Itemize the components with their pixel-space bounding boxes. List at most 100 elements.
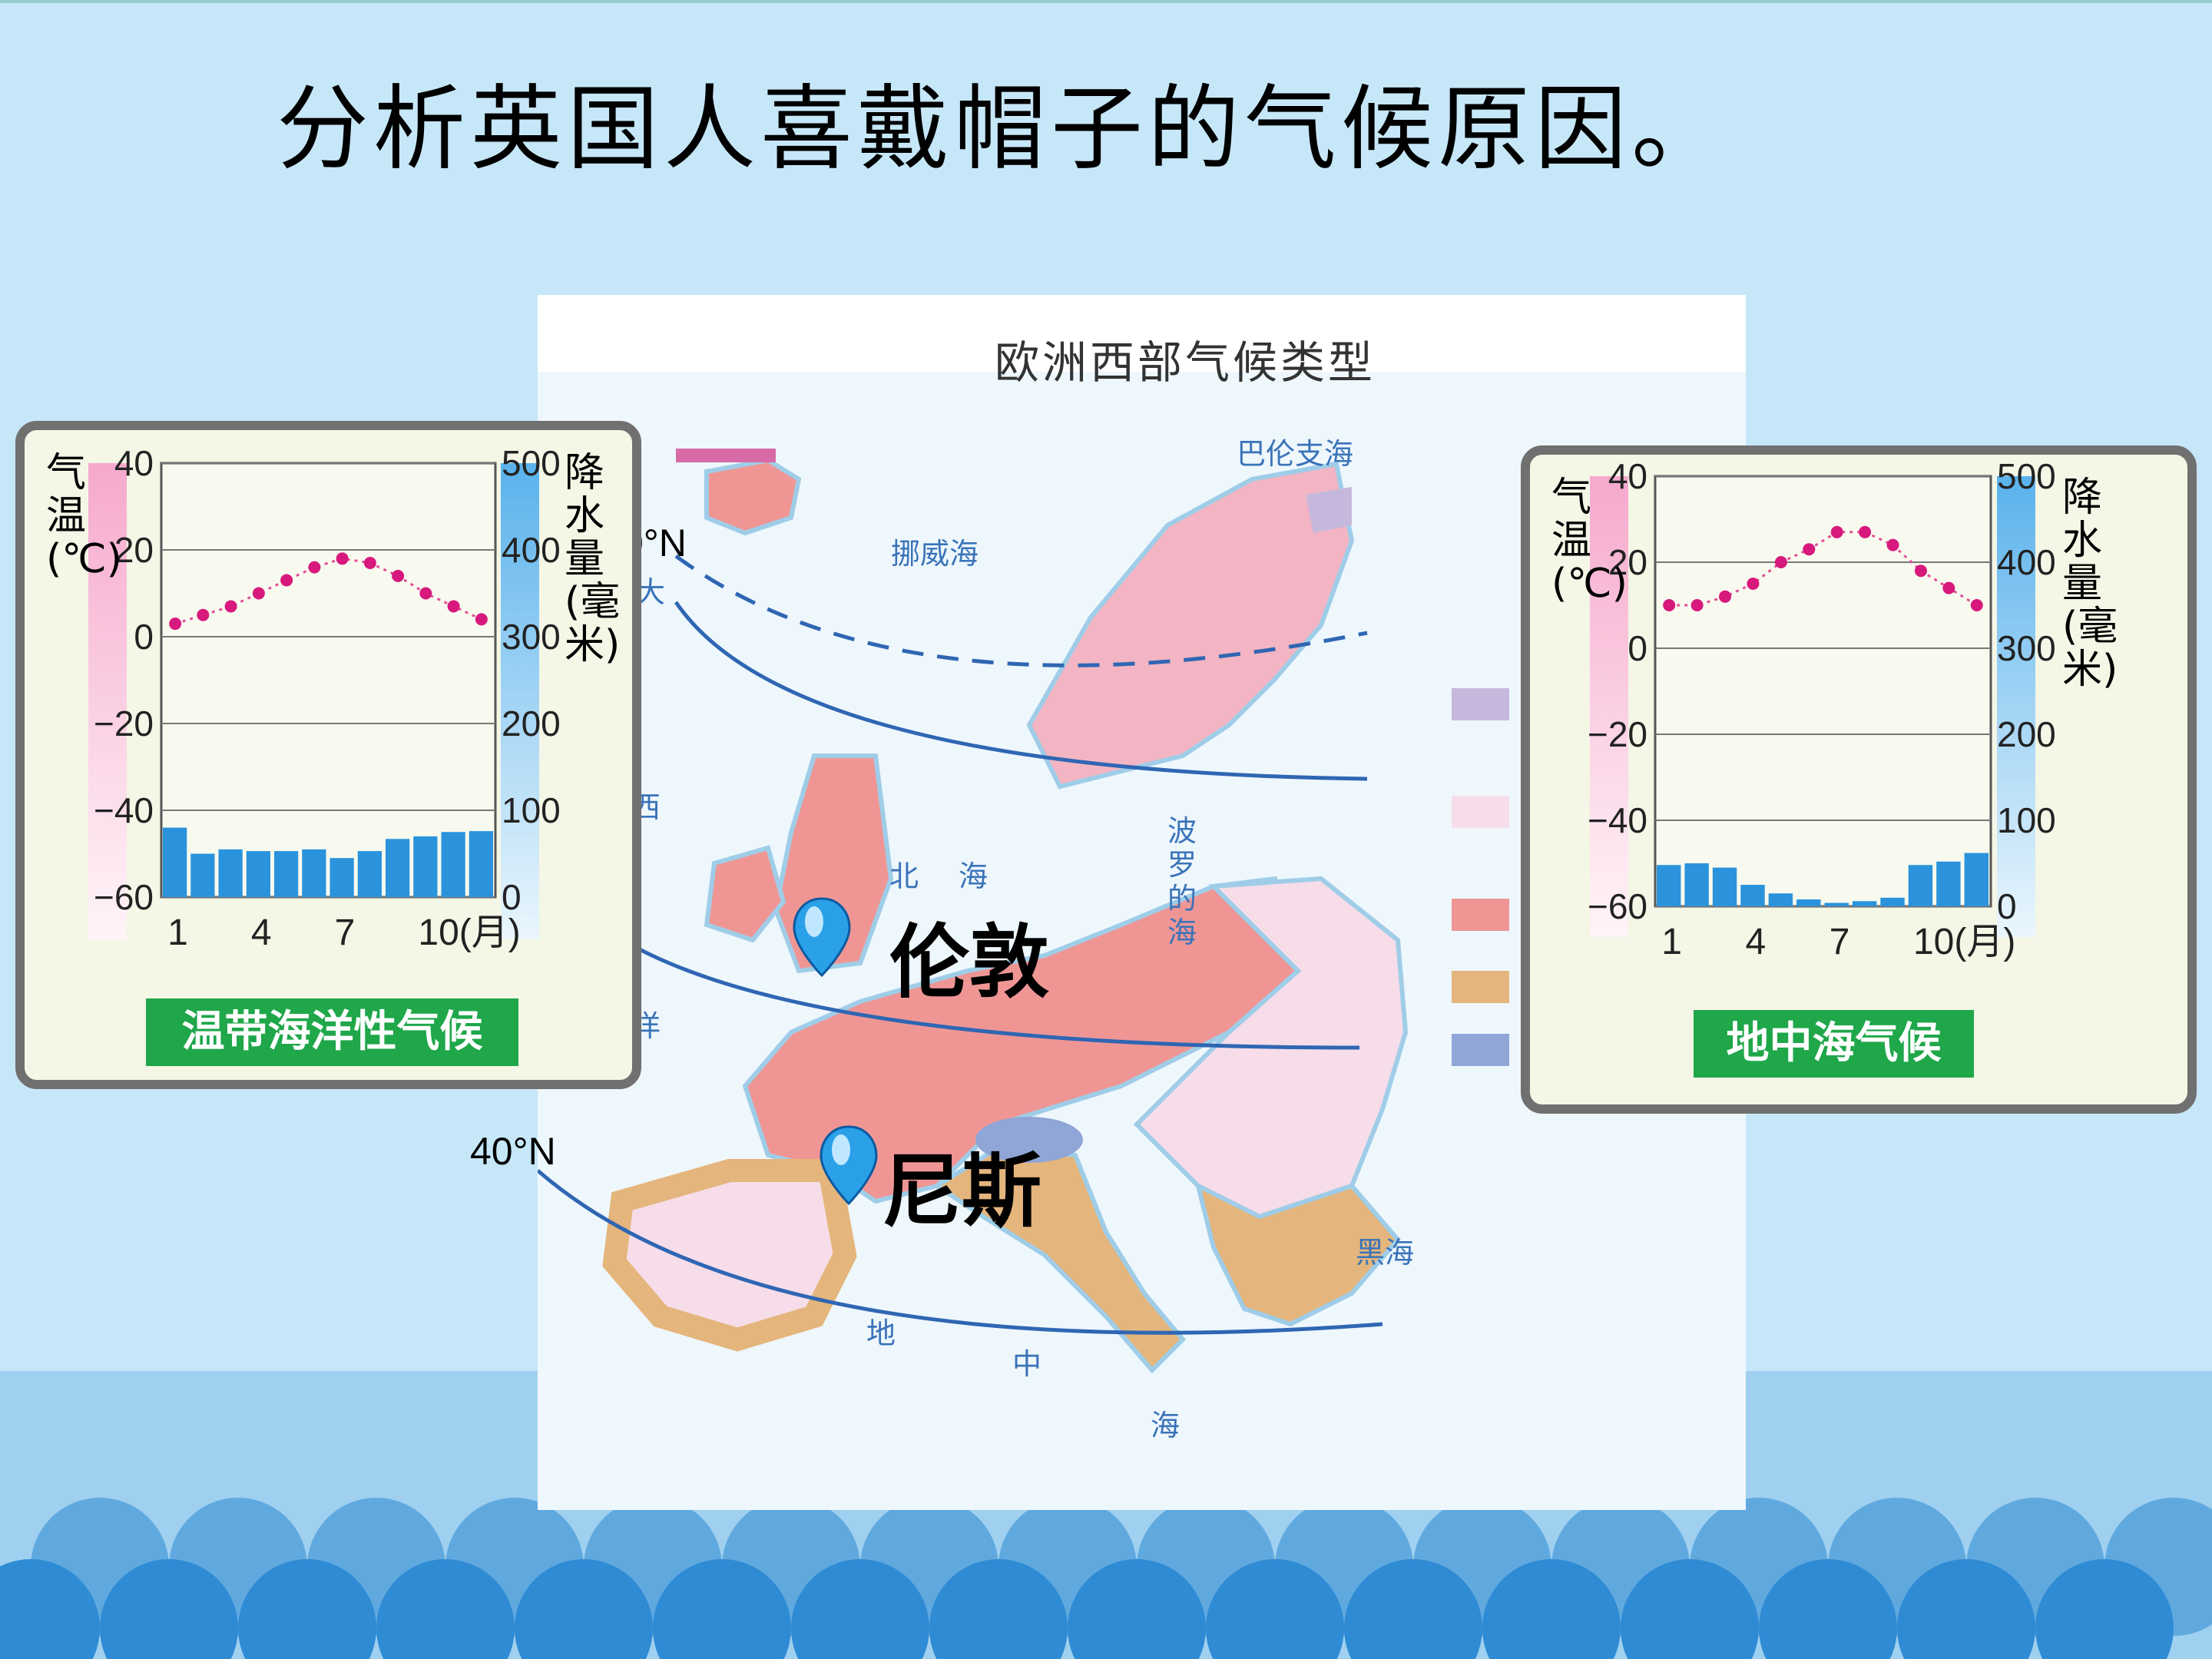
label-baltic-sea: 波罗的海 (1167, 814, 1197, 949)
temp-tick-label: 20 (1608, 542, 1647, 582)
lat-60-line (674, 601, 1368, 781)
slide-title: 分析英国人喜戴帽子的气候原因。 (276, 76, 1728, 183)
temp-tick-label: −60 (1588, 886, 1647, 926)
month-tick-label: 7 (335, 912, 356, 953)
wave-front-row (0, 1559, 2174, 1659)
left-climate-panel: 40 20 0 −20 −40 −60 500 400 300 200 100 0 1 4 7 10(月) 气… (15, 421, 641, 1089)
temperature-point (224, 600, 237, 613)
right-temp-axis-label: 气温(℃) (1551, 475, 1628, 607)
legend-swatch-3 (1452, 899, 1509, 931)
precip-bar (1712, 867, 1737, 906)
right-climate-badge: 地中海气候 (1694, 1010, 1974, 1078)
temperature-point (197, 608, 210, 621)
latitude-40-label: 40°N (470, 1130, 556, 1173)
city-label-nice: 尼斯 (882, 1144, 1042, 1238)
temp-tick-label: −40 (94, 790, 154, 830)
temperature-point (1859, 525, 1872, 538)
temperature-point (475, 613, 488, 626)
precip-tick-label: 500 (502, 443, 561, 483)
month-tick-label: 7 (1830, 922, 1850, 962)
precip-bar (329, 858, 354, 897)
precip-bar (413, 836, 438, 897)
iceland (704, 457, 802, 536)
alps-highland (975, 1117, 1083, 1163)
western-europe (742, 876, 1301, 1204)
precip-tick-label: 400 (1997, 542, 2056, 582)
month-tick-label: 10(月) (418, 912, 520, 953)
month-tick-label: 1 (1661, 922, 1682, 962)
precip-bar (469, 831, 493, 897)
precip-tick-label: 400 (502, 530, 561, 570)
temperature-point (169, 618, 182, 631)
precip-bar (1684, 863, 1709, 906)
balkans (1194, 1181, 1401, 1327)
temperature-point (1970, 599, 1983, 611)
temperature-point (1942, 581, 1955, 594)
arctic-circle-line (674, 554, 1368, 667)
precip-bar (357, 851, 382, 897)
precip-tick-label: 500 (1997, 456, 2056, 496)
london-pin-icon[interactable] (791, 897, 853, 978)
precip-bar (1796, 899, 1821, 906)
wave-decoration (0, 1498, 2212, 1659)
precip-tick-label: 300 (1997, 628, 2056, 668)
ireland (704, 845, 786, 943)
label-med-3: 海 (1151, 1409, 1181, 1442)
month-tick-label: 1 (167, 912, 188, 953)
plot-area (160, 462, 497, 899)
label-north-sea-1: 北 (889, 859, 919, 893)
temperature-point (308, 561, 321, 574)
month-tick-label: 4 (1745, 922, 1766, 962)
left-temp-axis-label: 气温(℃) (46, 450, 122, 582)
iberia (602, 1159, 857, 1352)
map-title: 欧洲西部气候类型 (995, 336, 1376, 389)
right-climate-panel: 40 20 0 −20 −40 −60 500 400 300 200 100 0 1 4 7 10(月) 气… (1521, 445, 2197, 1114)
precip-bar (441, 832, 465, 897)
temperature-point (392, 569, 405, 582)
precip-bar (1908, 865, 1933, 906)
temp-tick-label: 20 (114, 530, 154, 570)
temperature-point (1830, 525, 1843, 538)
label-norwegian-sea: 挪威海 (891, 537, 979, 571)
temperature-point (1774, 556, 1787, 568)
legend-swatch-1 (1452, 688, 1509, 720)
temperature-line (1669, 531, 1978, 607)
legend-swatch-5 (1452, 1034, 1509, 1066)
legend-swatch-2 (1452, 796, 1509, 828)
precip-bar (218, 849, 243, 897)
precip-tick-label: 200 (502, 704, 561, 743)
temperature-point (1747, 578, 1760, 590)
label-med-1: 地 (866, 1316, 896, 1350)
precip-tick-label: 0 (1997, 886, 2017, 926)
right-precip-axis-label: 降水量(毫米) (2062, 475, 2118, 693)
temperature-point (1886, 538, 1899, 551)
top-divider (0, 0, 2212, 3)
precip-bar (163, 827, 187, 897)
tundra-area (1306, 487, 1352, 533)
temperature-point (1719, 590, 1732, 603)
precip-bar (274, 851, 299, 897)
svalbard-mark (676, 449, 776, 462)
precip-axis-band (1997, 476, 2035, 937)
precip-bar (386, 839, 410, 897)
temperature-point (363, 556, 376, 569)
precip-bar (302, 849, 326, 897)
precip-bar (1936, 861, 1961, 906)
temp-tick-label: 40 (1608, 456, 1647, 496)
temp-axis-band (1590, 476, 1628, 937)
left-climate-badge: 温带海洋性气候 (146, 998, 518, 1066)
label-north-sea-2: 海 (959, 859, 988, 893)
precip-bar (1740, 885, 1765, 906)
nice-pin-icon[interactable] (818, 1125, 879, 1206)
label-black-sea: 黑海 (1356, 1236, 1415, 1270)
precip-tick-label: 100 (1997, 800, 2056, 840)
temperature-point (1803, 543, 1816, 556)
precip-bar (1964, 853, 1988, 906)
temp-tick-label: 0 (134, 617, 154, 657)
temp-axis-band (88, 463, 127, 939)
precip-bar (1824, 902, 1849, 906)
left-precip-axis-label: 降水量(毫米) (565, 450, 621, 668)
temp-tick-label: 0 (1628, 628, 1647, 668)
precip-bar (1852, 901, 1877, 906)
lat-40-line (538, 1169, 1383, 1335)
